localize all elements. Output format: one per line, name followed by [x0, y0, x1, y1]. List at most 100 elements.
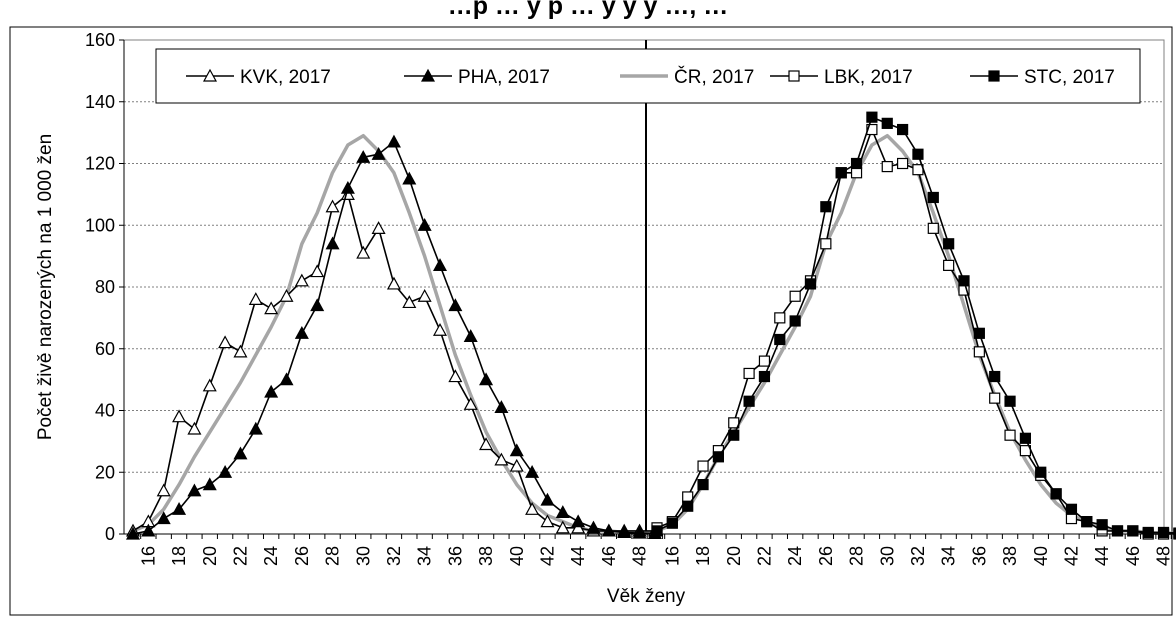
data-point: [758, 370, 771, 383]
x-tick-label: 22: [230, 546, 250, 566]
data-point: [525, 464, 540, 478]
data-point: [943, 259, 955, 271]
data-point: [417, 217, 432, 231]
data-point: [571, 520, 586, 534]
x-tick-label: 22: [754, 546, 774, 566]
data-point: [463, 329, 478, 342]
data-point: [540, 492, 555, 506]
data-point: [402, 295, 417, 309]
y-tick-label: 120: [85, 154, 115, 174]
data-point: [601, 523, 616, 537]
x-tick-label: 36: [445, 546, 465, 566]
data-point: [386, 276, 401, 290]
legend-marker: [420, 68, 436, 82]
data-point: [294, 326, 309, 339]
data-point: [264, 301, 279, 315]
data-point: [927, 222, 939, 234]
x-tick-label: 28: [323, 546, 343, 566]
data-point: [697, 479, 709, 491]
data-point: [1004, 429, 1016, 441]
data-point: [141, 523, 156, 537]
data-point: [1173, 527, 1176, 539]
data-point: [1065, 512, 1078, 525]
y-tick-label: 40: [95, 401, 115, 421]
legend-marker: [202, 68, 218, 82]
data-point: [248, 421, 263, 435]
y-tick-label: 60: [95, 339, 115, 359]
data-point: [1096, 519, 1108, 531]
data-point: [202, 477, 217, 491]
data-point: [218, 464, 233, 478]
legend: KVK, 2017 PHA, 2017 ČR, 2017 LBK, 2017 STC, …: [155, 48, 1141, 104]
y-axis-title: Počet živě narozených na 1 000 žen: [35, 134, 56, 440]
data-point: [187, 483, 202, 497]
series-line: [132, 133, 655, 536]
legend-label: PHA, 2017: [458, 67, 550, 88]
x-tick-label: 46: [599, 546, 619, 566]
data-point: [494, 400, 509, 414]
data-point: [494, 452, 509, 466]
data-point: [509, 458, 524, 472]
x-tick-label: 36: [969, 546, 989, 566]
data-point: [881, 160, 893, 173]
data-point: [666, 517, 678, 529]
data-point: [540, 514, 555, 528]
data-point: [509, 443, 524, 457]
data-point: [310, 298, 325, 312]
y-tick-label: 20: [95, 462, 115, 482]
data-point: [973, 327, 985, 339]
x-tick-label: 26: [292, 546, 312, 566]
data-point: [632, 525, 647, 539]
data-point: [1035, 466, 1047, 478]
data-point: [651, 525, 663, 537]
y-tick-label: 0: [105, 524, 115, 544]
x-tick-label: 40: [1031, 546, 1051, 566]
x-tick-label: 42: [537, 546, 557, 566]
data-point: [866, 123, 878, 136]
x-tick-label: 32: [384, 546, 404, 566]
data-point: [617, 525, 632, 539]
series-stc-panel-2: [651, 111, 1176, 539]
data-point: [325, 236, 340, 250]
data-point: [1127, 525, 1139, 537]
data-point: [202, 378, 217, 392]
x-tick-label: 48: [1154, 546, 1174, 566]
data-point: [804, 278, 817, 290]
data-point: [402, 171, 417, 185]
data-point: [233, 344, 248, 358]
x-tick-label: 44: [1092, 546, 1112, 566]
data-point: [743, 395, 755, 407]
data-point: [279, 289, 294, 302]
data-point: [448, 369, 463, 383]
legend-item: PHA, 2017: [404, 67, 550, 88]
y-tick-label: 80: [95, 277, 115, 297]
data-point: [866, 111, 878, 123]
data-point: [835, 167, 847, 179]
data-point: [1081, 516, 1093, 528]
chart-frame: [9, 26, 1173, 616]
chart-title: …p … y p … y y y …, …: [448, 0, 729, 20]
x-axis: 16 18 20 22 24 26 28 30 32 34 36 38 40 42 44 46 48 16 18 20…: [124, 533, 1174, 566]
data-point: [432, 322, 448, 336]
data-point: [989, 392, 1001, 404]
data-point: [789, 290, 801, 302]
data-point: [896, 123, 909, 136]
data-point: [386, 134, 401, 148]
legend-item: ČR, 2017: [620, 66, 754, 88]
data-point: [525, 502, 540, 515]
x-tick-label: 30: [877, 546, 897, 566]
data-point: [774, 333, 786, 346]
legend-label: STC, 2017: [1024, 67, 1115, 88]
data-point: [264, 384, 279, 398]
legend-item: LBK, 2017: [770, 67, 913, 88]
x-tick-label: 34: [939, 546, 959, 566]
data-point: [417, 289, 432, 302]
data-point: [682, 500, 694, 512]
data-point: [958, 275, 970, 287]
legend-item: STC, 2017: [970, 67, 1115, 88]
x-tick-label: 34: [415, 546, 435, 566]
data-point: [586, 520, 601, 534]
data-point: [356, 150, 371, 163]
data-point: [1142, 526, 1154, 539]
